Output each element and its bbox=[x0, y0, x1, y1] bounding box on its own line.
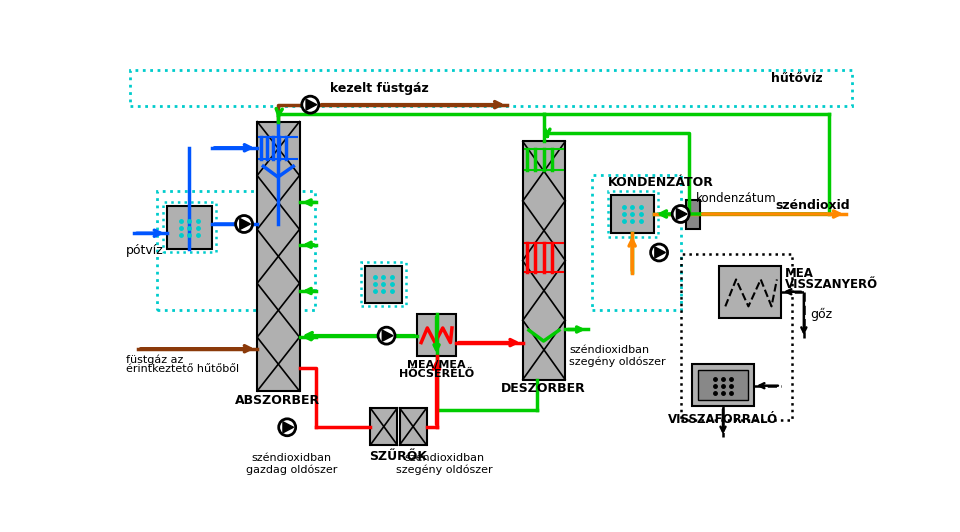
Bar bbox=[698, 370, 748, 400]
Polygon shape bbox=[382, 330, 393, 341]
Text: ABSZORBER: ABSZORBER bbox=[235, 394, 321, 407]
Bar bbox=[686, 200, 700, 229]
Text: KONDENZÁTOR: KONDENZÁTOR bbox=[608, 176, 713, 188]
Bar bbox=[163, 203, 216, 253]
Bar bbox=[257, 122, 300, 391]
Text: HŐCSERÉLŐ: HŐCSERÉLŐ bbox=[399, 369, 474, 379]
Text: pótvíz: pótvíz bbox=[127, 244, 164, 257]
Text: SZŰRŐK: SZŰRŐK bbox=[369, 450, 427, 463]
Text: kondenzátum: kondenzátum bbox=[696, 192, 777, 205]
Circle shape bbox=[301, 96, 319, 113]
Circle shape bbox=[278, 419, 296, 436]
Bar bbox=[692, 364, 754, 406]
Bar bbox=[361, 262, 406, 306]
Circle shape bbox=[651, 244, 667, 261]
Bar bbox=[399, 408, 426, 445]
Text: MEA: MEA bbox=[784, 267, 813, 280]
Text: VISSZANYERŐ: VISSZANYERŐ bbox=[784, 278, 877, 292]
Polygon shape bbox=[283, 422, 294, 433]
Polygon shape bbox=[655, 247, 665, 258]
Bar bbox=[608, 191, 658, 237]
Circle shape bbox=[378, 327, 395, 344]
Bar bbox=[418, 314, 456, 356]
Text: kezelt füstgáz: kezelt füstgáz bbox=[329, 82, 428, 95]
Polygon shape bbox=[677, 209, 687, 220]
Text: széndioxidban
szegény oldószer: széndioxidban szegény oldószer bbox=[569, 345, 665, 367]
Circle shape bbox=[235, 215, 252, 232]
Text: széndioxid: széndioxid bbox=[776, 198, 850, 212]
Text: széndioxidban
szegény oldószer: széndioxidban szegény oldószer bbox=[396, 453, 492, 475]
Bar bbox=[365, 265, 402, 303]
Text: érintkeztető hűtőből: érintkeztető hűtőből bbox=[127, 364, 239, 374]
Bar bbox=[167, 206, 212, 248]
Text: füstgáz az: füstgáz az bbox=[127, 355, 183, 365]
Text: VISSZAFORRALÓ: VISSZAFORRALÓ bbox=[668, 413, 778, 426]
Text: DESZORBER: DESZORBER bbox=[501, 383, 586, 395]
Circle shape bbox=[672, 205, 689, 222]
Polygon shape bbox=[240, 219, 251, 229]
Bar bbox=[157, 191, 315, 310]
Bar bbox=[592, 176, 681, 310]
Bar bbox=[612, 195, 654, 233]
Bar bbox=[681, 254, 792, 420]
Bar bbox=[131, 70, 852, 106]
Bar bbox=[371, 408, 397, 445]
Text: széndioxidban
gazdag oldószer: széndioxidban gazdag oldószer bbox=[246, 453, 338, 475]
Bar bbox=[523, 141, 565, 379]
Text: hűtővíz: hűtővíz bbox=[772, 72, 823, 85]
Polygon shape bbox=[306, 99, 317, 110]
Bar bbox=[719, 265, 780, 318]
Text: gőz: gőz bbox=[810, 308, 832, 321]
Text: MEA/MEA: MEA/MEA bbox=[407, 360, 466, 370]
